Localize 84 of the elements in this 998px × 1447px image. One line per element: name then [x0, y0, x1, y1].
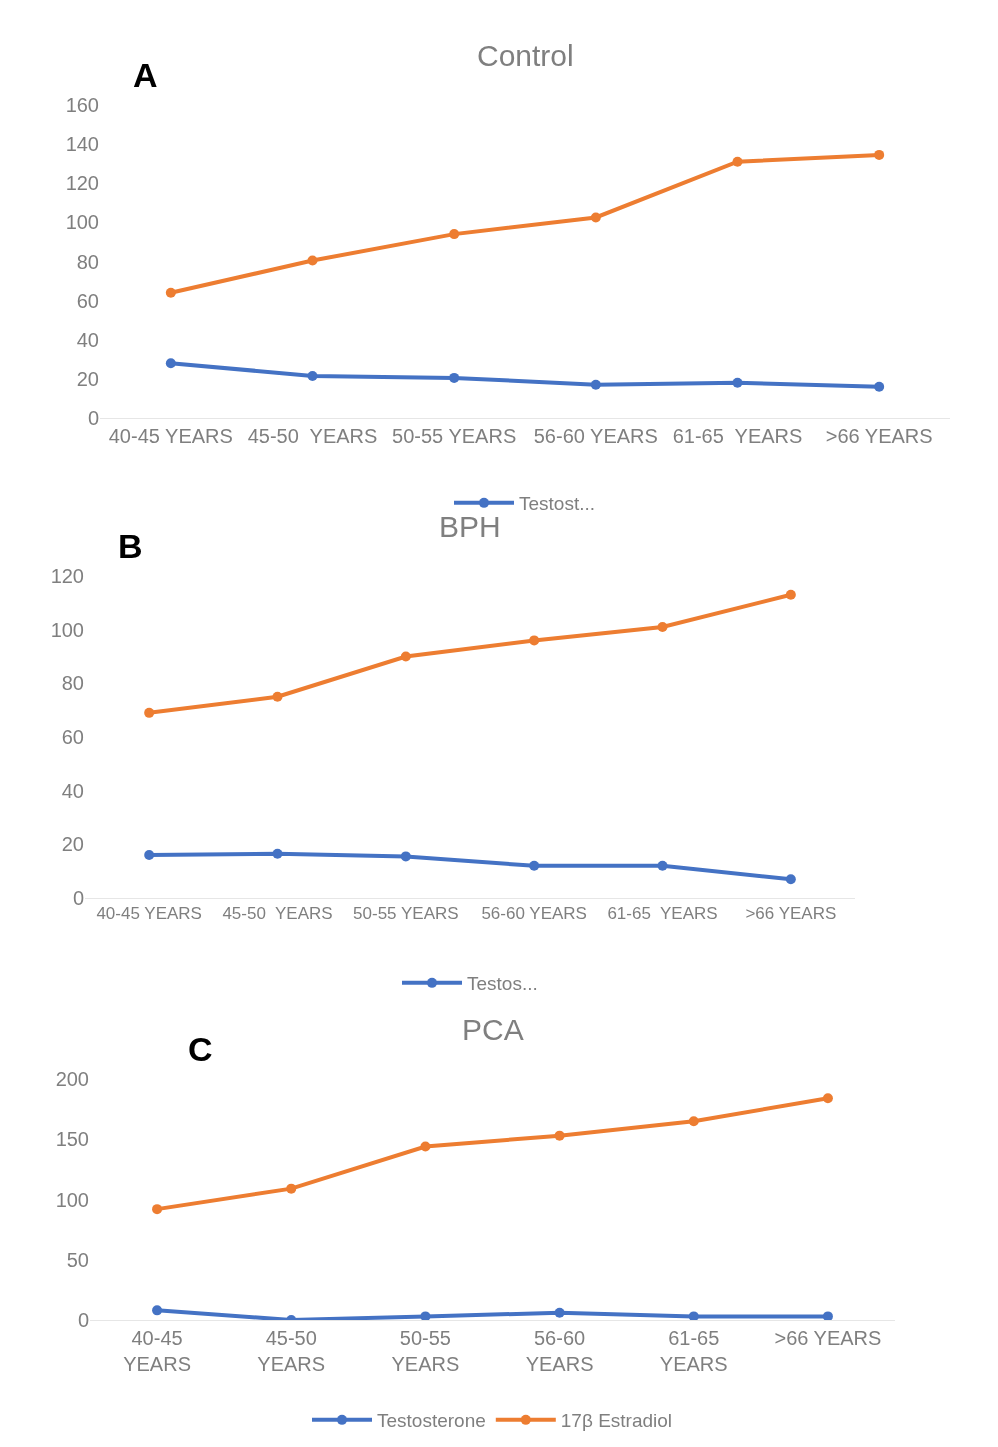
chart-title: Control — [477, 39, 574, 72]
point — [529, 860, 540, 871]
y-tick-label: 80 — [61, 672, 84, 695]
point — [822, 1311, 833, 1320]
point — [144, 850, 155, 861]
chart-title: BPH — [439, 510, 501, 543]
legend-label: Testosterone — [377, 1410, 486, 1432]
y-tick-label: 150 — [55, 1128, 89, 1151]
point — [307, 370, 318, 381]
x-tick-label: 50-55 YEARS — [353, 904, 459, 924]
y-tick-label: 0 — [77, 1309, 89, 1331]
y-tick-label: 50 — [66, 1248, 89, 1271]
y-tick-label: 160 — [65, 94, 99, 116]
point — [165, 287, 176, 298]
point — [152, 1305, 163, 1316]
point — [449, 372, 460, 383]
x-tick-label: 40-45 YEARS — [108, 425, 233, 447]
point — [144, 707, 155, 718]
point — [529, 635, 540, 646]
point — [590, 379, 601, 390]
y-tick-label: 60 — [76, 289, 99, 312]
point — [400, 651, 411, 662]
point — [272, 691, 283, 702]
legend-label: Testost... — [519, 493, 596, 515]
point — [874, 149, 885, 160]
x-tick-label: 56-60 YEARS — [533, 425, 658, 447]
point — [732, 377, 743, 388]
point — [688, 1311, 699, 1320]
y-tick-label: 0 — [72, 887, 84, 909]
y-tick-label: 100 — [50, 618, 84, 641]
y-tick-label: 140 — [65, 133, 99, 156]
text: C — [188, 1030, 213, 1068]
x-tick-label: 50-55 YEARS — [392, 425, 517, 447]
y-tick-label: 80 — [76, 250, 99, 273]
point — [822, 1093, 833, 1104]
point — [874, 381, 885, 392]
y-tick-label: 20 — [76, 367, 99, 390]
x-tick-label: 45-50 YEARS — [222, 904, 333, 924]
y-tick-label: 200 — [55, 1068, 89, 1090]
legend-label: 17β Estradiol — [560, 1410, 673, 1432]
x-tick-label: >66 YEARS — [774, 1327, 882, 1349]
point — [590, 212, 601, 223]
point — [732, 156, 743, 167]
point — [420, 1311, 431, 1320]
point — [420, 1141, 431, 1152]
x-tick-label: 56-60 YEARS — [525, 1327, 594, 1375]
point — [165, 358, 176, 369]
x-tick-label: 40-45 YEARS — [96, 904, 202, 924]
point — [307, 255, 318, 266]
y-tick-label: 60 — [61, 726, 84, 748]
x-tick-label: 56-60 YEARS — [481, 904, 587, 924]
y-tick-label: 120 — [65, 172, 99, 195]
y-tick-label: 100 — [55, 1188, 89, 1211]
text: A — [133, 56, 158, 94]
point — [286, 1183, 297, 1194]
y-tick-label: 20 — [61, 833, 84, 856]
x-tick-label: 45-50 YEARS — [257, 1327, 326, 1375]
point — [554, 1130, 565, 1141]
x-tick-label: 40-45 YEARS — [123, 1327, 191, 1375]
point — [785, 589, 796, 600]
chart-title: PCA — [462, 1013, 524, 1046]
point — [657, 621, 668, 632]
x-tick-label: 61-65 YEARS — [672, 425, 803, 447]
point — [152, 1204, 163, 1215]
x-tick-label: >66 YEARS — [825, 425, 933, 447]
y-tick-label: 100 — [65, 211, 99, 234]
point — [272, 848, 283, 859]
point — [785, 874, 796, 885]
x-tick-label: >66 YEARS — [745, 904, 837, 924]
point — [554, 1307, 565, 1318]
point — [657, 860, 668, 871]
legend-label: Testos... — [467, 973, 538, 995]
x-tick-label: 50-55 YEARS — [391, 1327, 460, 1375]
x-tick-label: 45-50 YEARS — [247, 425, 378, 447]
x-tick-label: 61-65 YEARS — [607, 904, 718, 924]
text: B — [118, 527, 143, 565]
y-tick-label: 40 — [76, 328, 99, 351]
y-tick-label: 120 — [50, 565, 84, 587]
y-tick-label: 0 — [87, 407, 99, 429]
point — [400, 851, 411, 862]
x-tick-label: 61-65 YEARS — [659, 1327, 728, 1375]
point — [688, 1116, 699, 1127]
point — [449, 229, 460, 240]
y-tick-label: 40 — [61, 779, 84, 802]
